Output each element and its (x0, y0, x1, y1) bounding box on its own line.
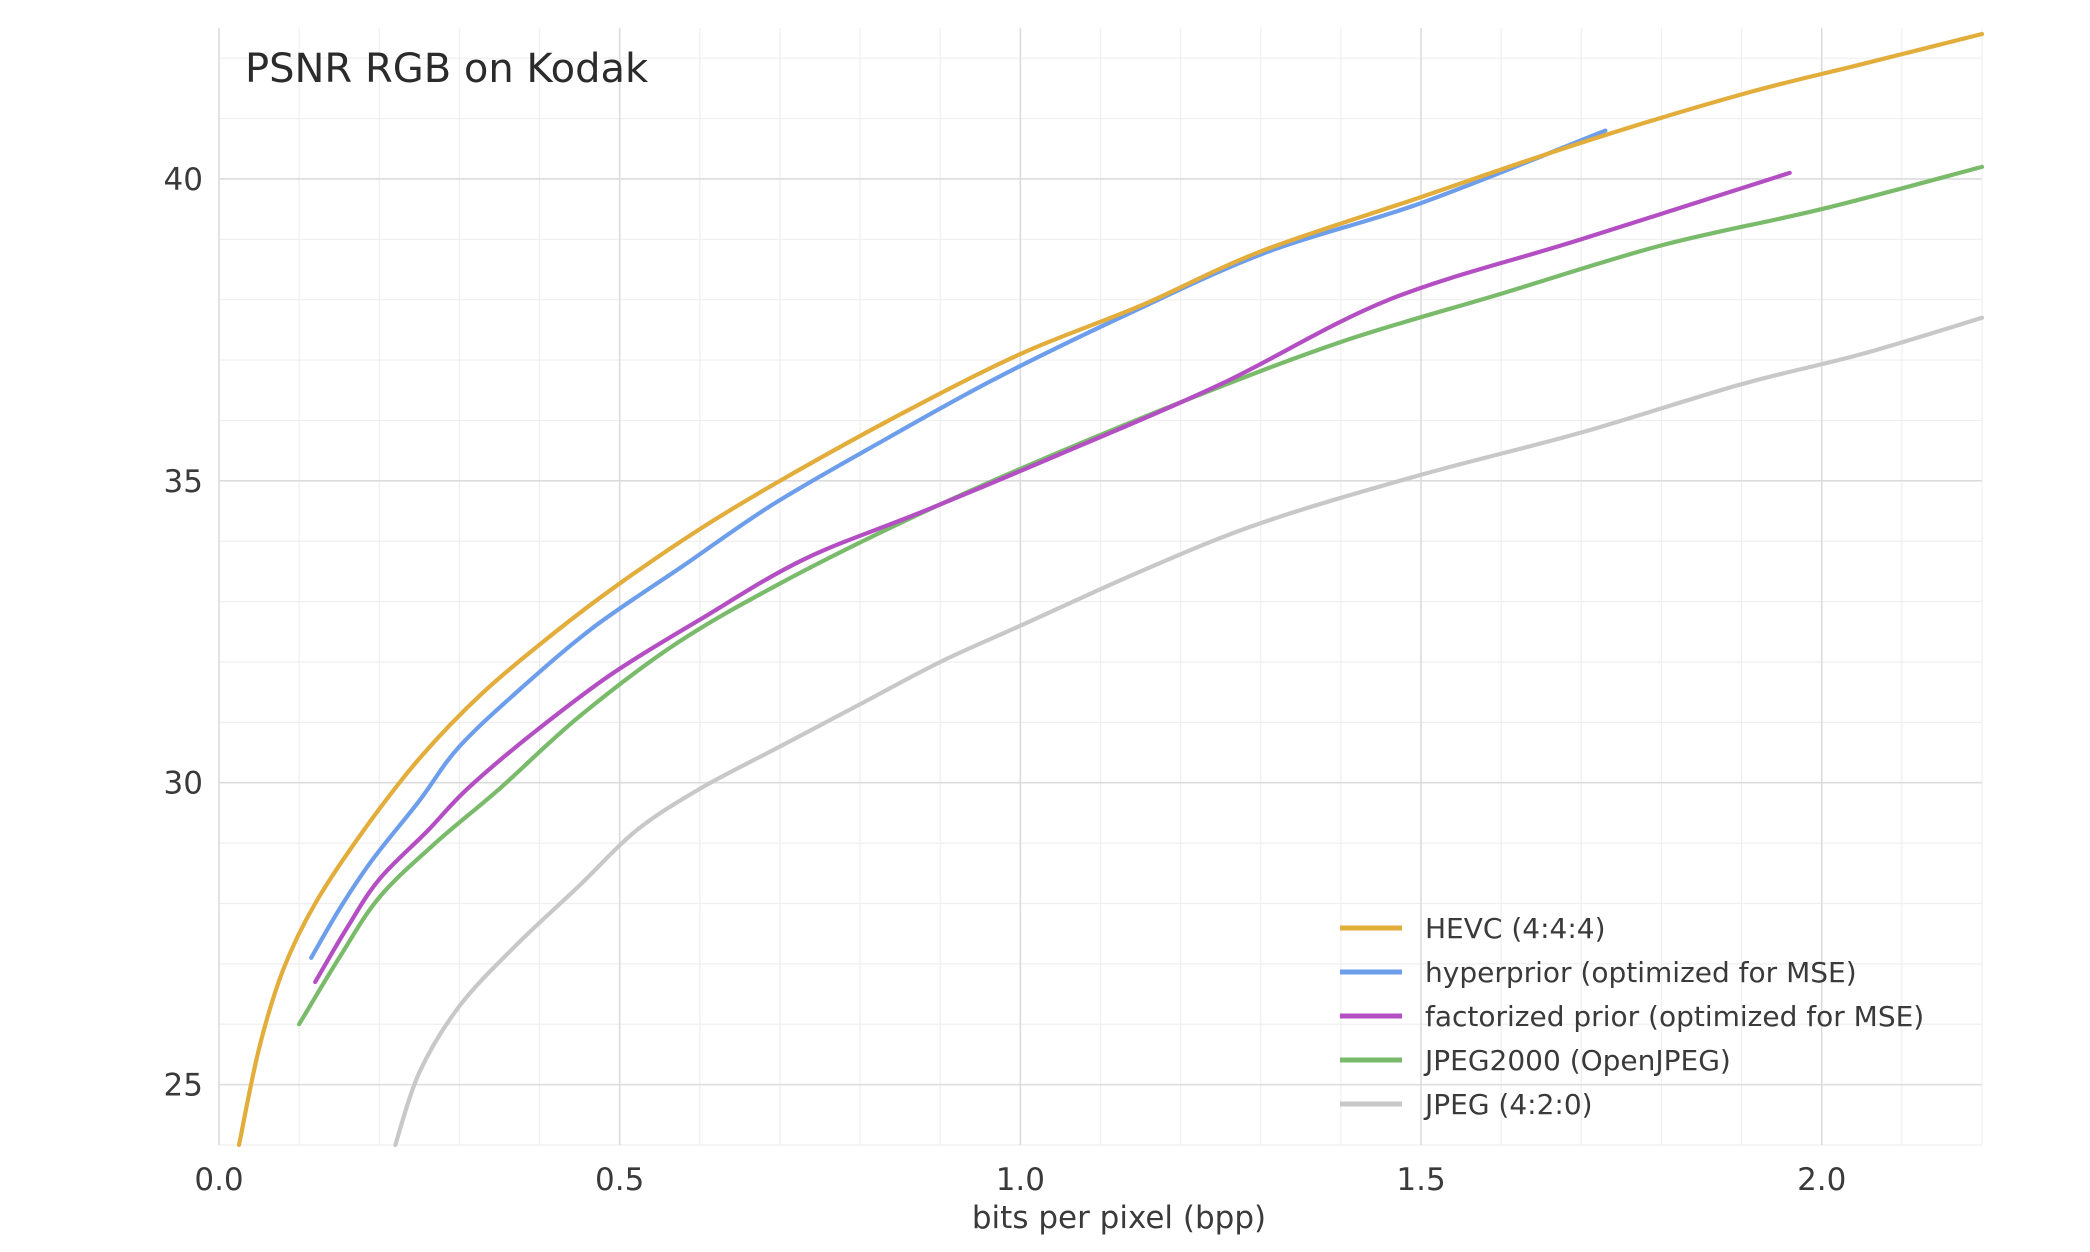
series-line-jpeg-4-2-0 (393, 315, 1985, 1148)
major-gridlines (218, 28, 1982, 1145)
y-axis-ticks: 25 30 35 40 (164, 162, 203, 1104)
y-tick-label: 25 (164, 1068, 203, 1104)
series-line-hyperprior-optimized-for-mse (309, 128, 1608, 960)
x-tick-label: 0.0 (194, 1162, 243, 1198)
legend-label-jpeg-4-2-0: JPEG (4:2:0) (1423, 1088, 1593, 1121)
x-tick-label: 1.0 (996, 1162, 1045, 1198)
series-line-hevc-4-4-4 (236, 31, 1985, 1148)
chart-title: PSNR RGB on Kodak (245, 46, 649, 92)
x-tick-label: 0.5 (595, 1162, 644, 1198)
legend-label-factorized-prior-optimized-for-mse: factorized prior (optimized for MSE) (1425, 1000, 1924, 1033)
y-tick-label: 40 (164, 162, 203, 198)
x-axis-label: bits per pixel (bpp) (972, 1200, 1266, 1236)
x-axis-ticks: 0.0 0.5 1.0 1.5 2.0 (194, 1162, 1846, 1198)
y-tick-label: 35 (164, 464, 203, 500)
y-tick-label: 30 (164, 766, 203, 802)
legend: HEVC (4:4:4) hyperprior (optimized for MS… (1340, 912, 1924, 1121)
x-tick-label: 2.0 (1797, 1162, 1846, 1198)
legend-label-jpeg2000-openjpeg: JPEG2000 (OpenJPEG) (1423, 1044, 1731, 1077)
legend-label-hyperprior-optimized-for-mse: hyperprior (optimized for MSE) (1425, 956, 1857, 989)
series-lines (236, 31, 1985, 1148)
legend-label-hevc-4-4-4: HEVC (4:4:4) (1425, 912, 1606, 945)
x-tick-label: 1.5 (1396, 1162, 1445, 1198)
series-line-factorized-prior-optimized-for-mse (313, 170, 1792, 985)
